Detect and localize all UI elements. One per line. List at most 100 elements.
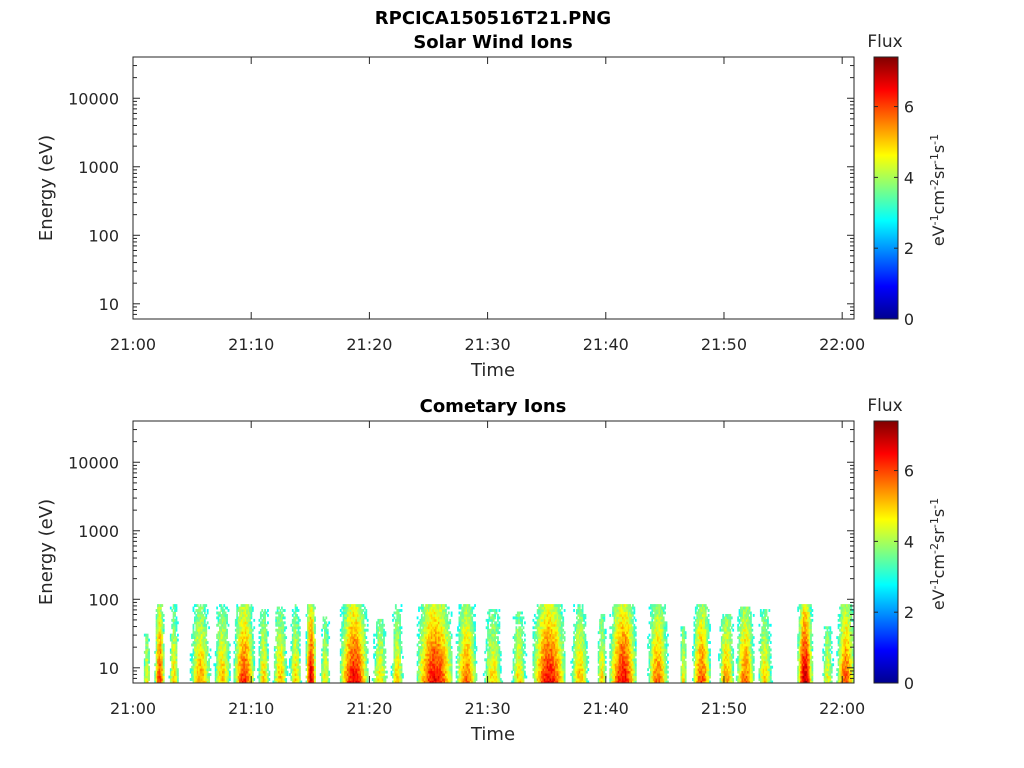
heatmap-cell [354, 604, 356, 607]
heatmap-cell [356, 646, 359, 649]
heatmap-cell [457, 641, 459, 644]
heatmap-cell [258, 675, 261, 679]
heatmap-cell [241, 609, 244, 612]
colorbar [873, 56, 899, 320]
heatmap-cell [494, 660, 497, 664]
heatmap-cell [430, 623, 433, 627]
heatmap-cell [472, 643, 475, 647]
heatmap-cell [521, 621, 523, 625]
heatmap-cell [351, 670, 354, 674]
heatmap-cell [262, 648, 265, 652]
heatmap-cell [533, 638, 536, 642]
heatmap-cell [422, 621, 425, 625]
heatmap-cell [378, 650, 381, 654]
heatmap-cell [426, 623, 429, 627]
heatmap-cell [377, 675, 380, 679]
heatmap-cell [300, 680, 303, 683]
heatmap-cell [280, 675, 283, 679]
heatmap-cell [161, 638, 164, 642]
heatmap-cell [341, 646, 344, 649]
heatmap-cell [439, 641, 442, 644]
heatmap-cell [196, 678, 199, 681]
heatmap-cell [418, 646, 420, 649]
heatmap-cell [328, 636, 331, 640]
heatmap-cell [312, 653, 315, 657]
heatmap-cell [196, 670, 199, 674]
heatmap-cell [247, 675, 250, 679]
heatmap-cell [428, 623, 430, 627]
heatmap-cell [512, 678, 515, 681]
heatmap-cell [223, 663, 226, 667]
heatmap-cell [264, 643, 267, 647]
heatmap-cell [459, 678, 462, 681]
heatmap-cell [515, 643, 518, 647]
heatmap-cell [239, 623, 241, 627]
heatmap-cell [383, 653, 385, 657]
heatmap-cell [278, 678, 280, 681]
heatmap-cell [247, 609, 250, 612]
heatmap-cell [280, 641, 283, 644]
heatmap-cell [243, 641, 246, 644]
heatmap-cell [348, 604, 351, 607]
heatmap-cell [157, 670, 159, 674]
heatmap-cell [469, 665, 472, 669]
heatmap-cell [420, 668, 423, 672]
heatmap-cell [278, 628, 280, 632]
heatmap-cell [349, 653, 352, 657]
heatmap-cell [519, 616, 522, 620]
heatmap-cell [311, 606, 314, 610]
heatmap-cell [458, 650, 461, 654]
heatmap-cell [462, 653, 465, 657]
heatmap-cell [261, 623, 264, 627]
heatmap-cell [426, 609, 429, 612]
heatmap-cell [402, 673, 404, 677]
heatmap-cell [468, 646, 471, 649]
heatmap-cell [246, 628, 249, 632]
heatmap-cell [469, 668, 472, 672]
heatmap-cell [348, 663, 351, 667]
heatmap-cell [359, 626, 362, 630]
heatmap-cell [458, 646, 461, 649]
heatmap-cell [356, 604, 359, 607]
heatmap-cell [420, 675, 423, 679]
heatmap-cell [162, 626, 165, 630]
heatmap-cell [515, 658, 518, 662]
heatmap-cell [161, 626, 164, 630]
heatmap-cell [311, 648, 314, 652]
heatmap-cell [312, 604, 315, 607]
heatmap-cell [459, 633, 462, 637]
heatmap-cell [442, 650, 445, 654]
heatmap-cell [296, 660, 298, 664]
heatmap-cell [241, 636, 244, 640]
heatmap-cell [217, 613, 220, 617]
heatmap-cell [426, 638, 429, 642]
heatmap-cell [267, 633, 269, 637]
heatmap-cell [399, 609, 401, 612]
heatmap-cell [497, 628, 499, 632]
heatmap-cell [195, 665, 198, 669]
heatmap-cell [355, 660, 358, 664]
heatmap-cell [462, 665, 465, 669]
heatmap-cell [374, 653, 377, 657]
heatmap-cell [171, 648, 174, 652]
heatmap-cell [264, 663, 267, 667]
heatmap-cell [257, 668, 259, 672]
heatmap-cell [205, 665, 208, 669]
heatmap-cell [264, 611, 267, 615]
heatmap-cell [344, 621, 346, 625]
heatmap-cell [429, 678, 432, 681]
heatmap-cell [143, 668, 146, 672]
heatmap-cell [259, 613, 262, 617]
heatmap-cell [223, 633, 226, 637]
heatmap-cell [485, 663, 488, 667]
heatmap-cell [224, 626, 227, 630]
heatmap-cell [443, 611, 446, 615]
heatmap-cell [324, 621, 326, 625]
heatmap-cell [420, 631, 423, 635]
heatmap-cell [344, 663, 346, 667]
heatmap-cell [261, 665, 264, 669]
heatmap-cell [459, 668, 462, 672]
heatmap-cell [328, 678, 331, 681]
heatmap-cell [383, 636, 385, 640]
heatmap-cell [521, 628, 523, 632]
